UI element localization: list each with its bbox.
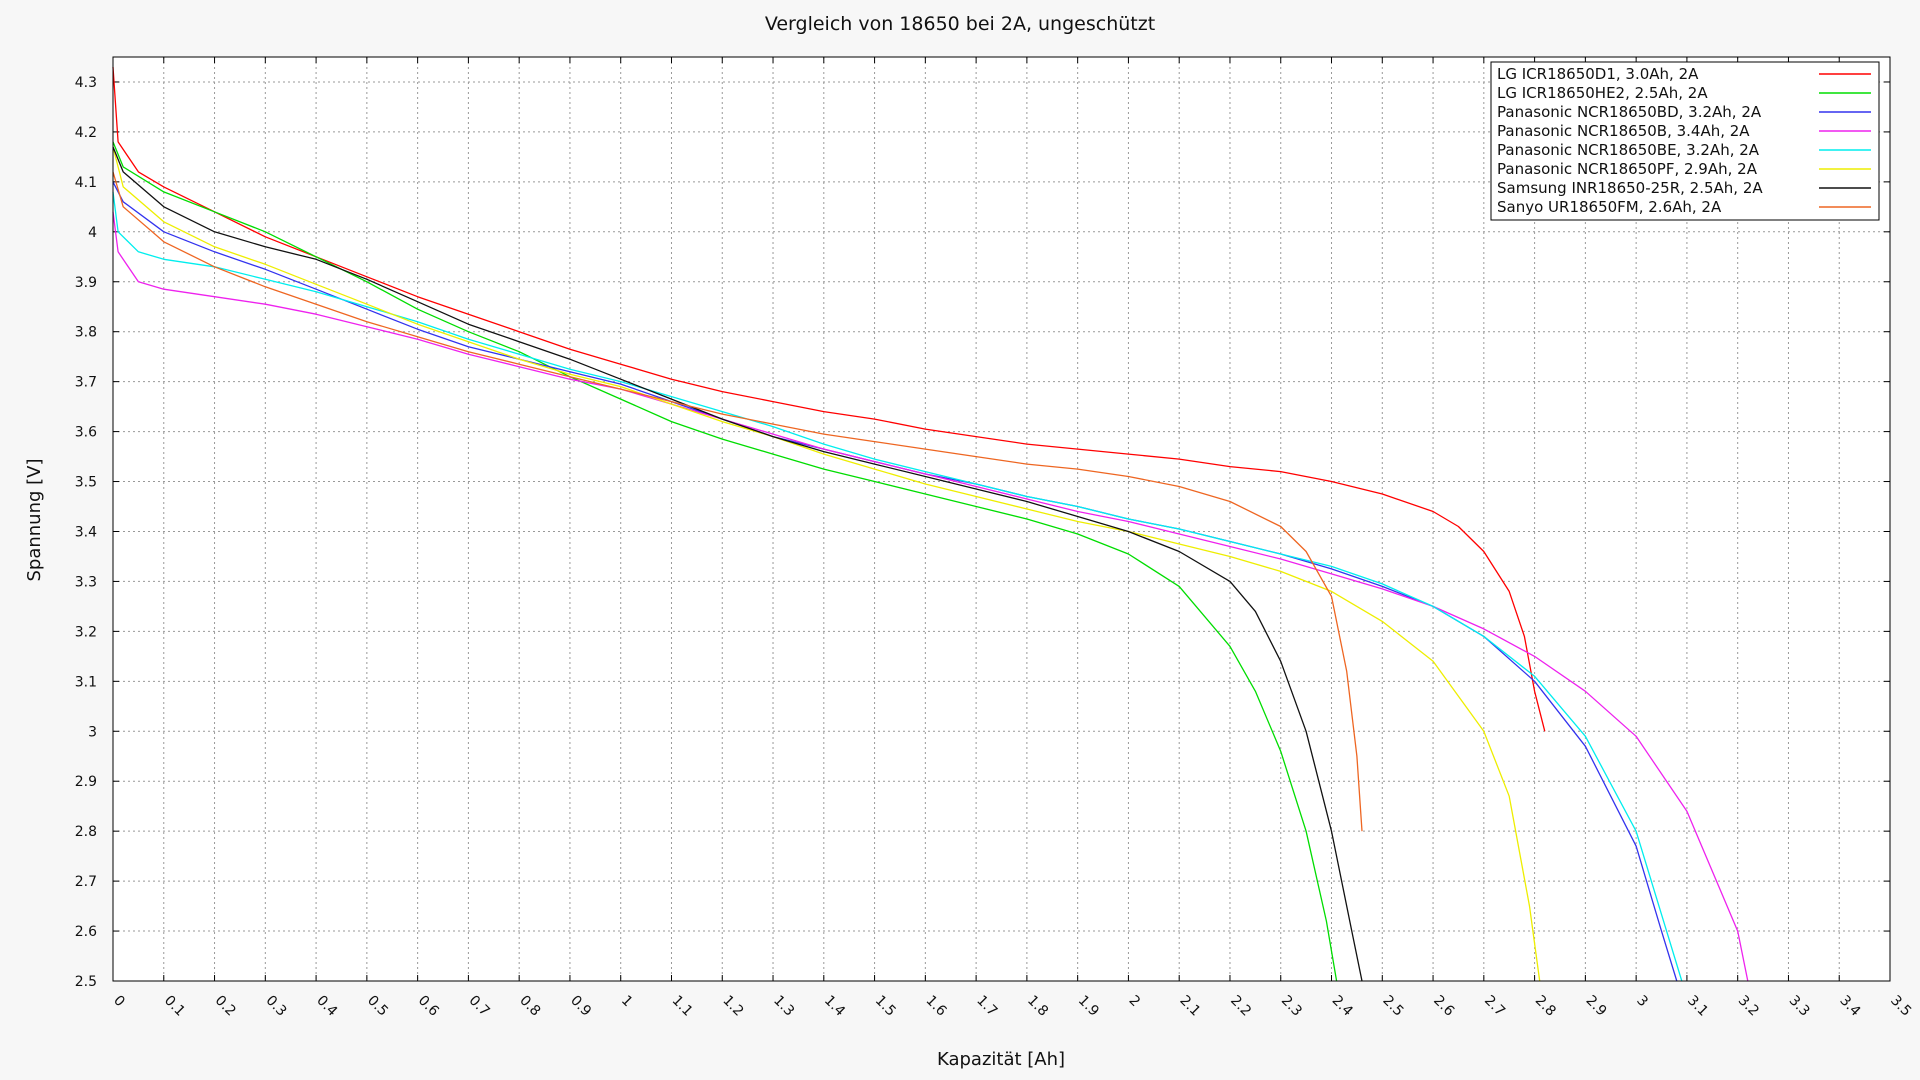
y-tick-label: 3.3 [75,574,97,590]
y-tick-label: 4 [88,225,97,241]
y-tick-label: 3.9 [75,275,97,291]
y-tick-label: 4.2 [75,125,97,141]
y-tick-label: 2.6 [75,924,97,940]
y-tick-label: 3.1 [75,674,97,690]
y-tick-label: 3.5 [75,475,97,491]
legend-entry-label: LG ICR18650D1, 3.0Ah, 2A [1497,65,1699,83]
series-line [112,146,1363,982]
legend-entry-label: LG ICR18650HE2, 2.5Ah, 2A [1497,84,1708,102]
y-tick-label: 4.1 [75,175,97,191]
grid [113,57,1890,981]
y-tick-label: 2.8 [75,824,97,840]
y-tick-label: 2.5 [75,974,97,990]
series-line [112,191,1683,982]
y-tick-label: 3.7 [75,375,97,391]
series-lines [112,66,1749,982]
plot-frame [112,56,1891,982]
legend-entry-label: Panasonic NCR18650B, 3.4Ah, 2A [1497,122,1750,140]
series-line [112,146,1541,982]
series-line [112,211,1749,982]
series-line [112,141,1338,982]
series-line [112,171,1363,832]
legend-entry-label: Panasonic NCR18650BE, 3.2Ah, 2A [1497,141,1760,159]
series-line [112,66,1546,732]
y-tick-label: 3.8 [75,325,97,341]
legend-box [1490,61,1880,221]
legend-entry-label: Panasonic NCR18650BD, 3.2Ah, 2A [1497,103,1762,121]
y-tick-label: 4.3 [75,75,97,91]
legend-entry-label: Samsung INR18650-25R, 2.5Ah, 2A [1497,179,1763,197]
y-tick-label: 2.7 [75,874,97,890]
y-tick-label: 2.9 [75,774,97,790]
y-tick-label: 3.4 [75,524,97,540]
legend-entry-label: Panasonic NCR18650PF, 2.9Ah, 2A [1497,160,1758,178]
chart-title: Vergleich von 18650 bei 2A, ungeschützt [765,13,1155,35]
y-tick-label: 3.2 [75,624,97,640]
y-tick-label: 3.6 [75,425,97,441]
x-axis-label: Kapazität [Ah] [937,1049,1065,1070]
y-tick-label: 3 [88,724,97,740]
y-axis-label: Spannung [V] [24,458,45,581]
legend-entry-label: Sanyo UR18650FM, 2.6Ah, 2A [1497,198,1722,216]
